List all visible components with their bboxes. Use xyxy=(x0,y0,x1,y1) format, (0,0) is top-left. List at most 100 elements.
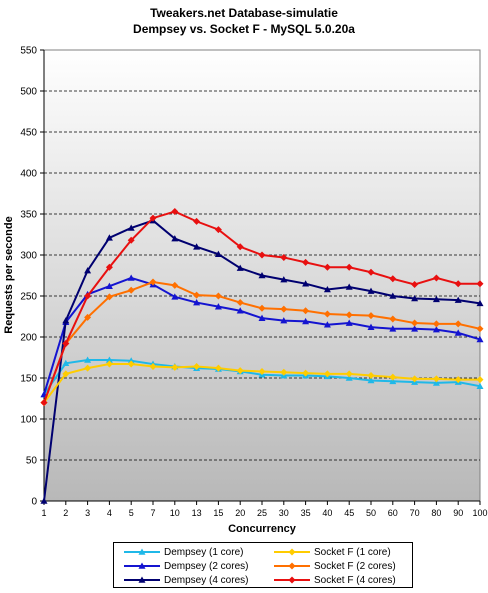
data-point xyxy=(411,325,419,332)
data-point xyxy=(236,264,244,271)
x-tick-label: 2 xyxy=(63,508,68,518)
x-tick-label: 5 xyxy=(129,508,134,518)
data-point xyxy=(62,359,70,367)
x-tick-label: 90 xyxy=(453,508,463,518)
legend-swatch xyxy=(274,548,310,556)
data-point xyxy=(84,292,92,300)
legend-swatch xyxy=(124,548,160,555)
y-tick-label: 0 xyxy=(31,497,37,508)
data-point xyxy=(127,236,135,244)
legend-item: Socket F (2 cores) xyxy=(274,559,396,573)
data-point xyxy=(258,272,266,279)
data-point xyxy=(389,275,397,283)
data-point xyxy=(476,280,484,288)
legend-label: Socket F (2 cores) xyxy=(314,560,396,572)
data-point xyxy=(127,360,135,368)
legend-label: Socket F (4 cores) xyxy=(314,574,396,586)
data-point xyxy=(280,368,288,376)
data-point xyxy=(345,319,353,326)
x-tick-label: 35 xyxy=(301,508,311,518)
legend-item: Socket F (1 core) xyxy=(274,545,391,559)
data-point xyxy=(389,377,397,385)
data-point xyxy=(411,281,419,289)
data-point xyxy=(432,379,440,386)
legend: Dempsey (1 core) Socket F (1 core) Dempsey… xyxy=(113,542,413,588)
data-point xyxy=(214,226,222,234)
chart-subtitle: Dempsey vs. Socket F - MySQL 5.0.20a xyxy=(133,22,355,36)
data-point xyxy=(476,299,484,307)
series-socket-f-4-cores xyxy=(40,208,484,407)
data-point xyxy=(193,291,201,299)
data-point xyxy=(367,376,375,384)
data-point xyxy=(193,243,201,250)
x-tick-label: 3 xyxy=(85,508,90,518)
data-point xyxy=(258,367,266,375)
legend-marker xyxy=(288,576,296,584)
data-point xyxy=(127,286,135,294)
legend-marker xyxy=(138,576,146,583)
x-tick-label: 20 xyxy=(235,508,245,518)
legend-item: Socket F (4 cores) xyxy=(274,573,396,587)
data-point xyxy=(84,364,92,372)
data-point xyxy=(280,276,288,283)
data-point xyxy=(454,280,462,288)
data-point xyxy=(345,263,353,271)
data-point xyxy=(62,340,70,348)
legend-label: Dempsey (1 core) xyxy=(164,546,244,558)
x-tick-label: 13 xyxy=(192,508,202,518)
data-point xyxy=(389,373,397,381)
data-point xyxy=(62,370,70,378)
legend-label: Socket F (1 core) xyxy=(314,546,391,558)
data-point xyxy=(236,243,244,251)
data-point xyxy=(432,326,440,333)
legend-marker xyxy=(138,562,146,569)
data-point xyxy=(280,317,288,324)
y-tick-label: 100 xyxy=(20,415,37,426)
data-point xyxy=(389,315,397,323)
data-point xyxy=(432,375,440,383)
x-tick-label: 45 xyxy=(344,508,354,518)
legend-item: Dempsey (4 cores) xyxy=(124,573,248,587)
y-tick-label: 200 xyxy=(20,333,37,344)
data-point xyxy=(432,320,440,328)
data-point xyxy=(236,307,244,314)
data-point xyxy=(302,317,310,325)
data-point xyxy=(105,234,113,241)
data-point xyxy=(323,310,331,318)
data-point xyxy=(127,224,135,231)
data-point xyxy=(171,363,179,371)
data-point xyxy=(302,307,310,315)
data-point xyxy=(367,312,375,320)
data-point xyxy=(214,250,222,257)
x-tick-label: 1 xyxy=(41,508,46,518)
data-point xyxy=(476,376,484,384)
data-point xyxy=(411,375,419,383)
data-point xyxy=(84,267,92,274)
x-tick-label: 30 xyxy=(279,508,289,518)
data-point xyxy=(193,363,201,371)
data-point xyxy=(171,208,179,216)
data-point xyxy=(345,311,353,319)
y-tick-label: 500 xyxy=(20,87,37,98)
data-point xyxy=(214,364,222,372)
data-point xyxy=(389,292,397,299)
data-point xyxy=(454,329,462,336)
x-axis-label: Concurrency xyxy=(228,523,297,535)
legend-marker xyxy=(288,548,296,556)
legend-swatch xyxy=(274,576,310,584)
data-point xyxy=(302,258,310,266)
data-point xyxy=(302,369,310,377)
legend-swatch xyxy=(124,562,160,569)
data-point xyxy=(367,323,375,330)
data-point xyxy=(127,357,135,364)
x-tick-label: 25 xyxy=(257,508,267,518)
data-point xyxy=(149,214,157,222)
x-tick-label: 70 xyxy=(410,508,420,518)
data-point xyxy=(171,235,179,242)
legend-swatch xyxy=(274,562,310,570)
data-point xyxy=(84,313,92,321)
data-point xyxy=(258,304,266,312)
data-point xyxy=(280,305,288,313)
